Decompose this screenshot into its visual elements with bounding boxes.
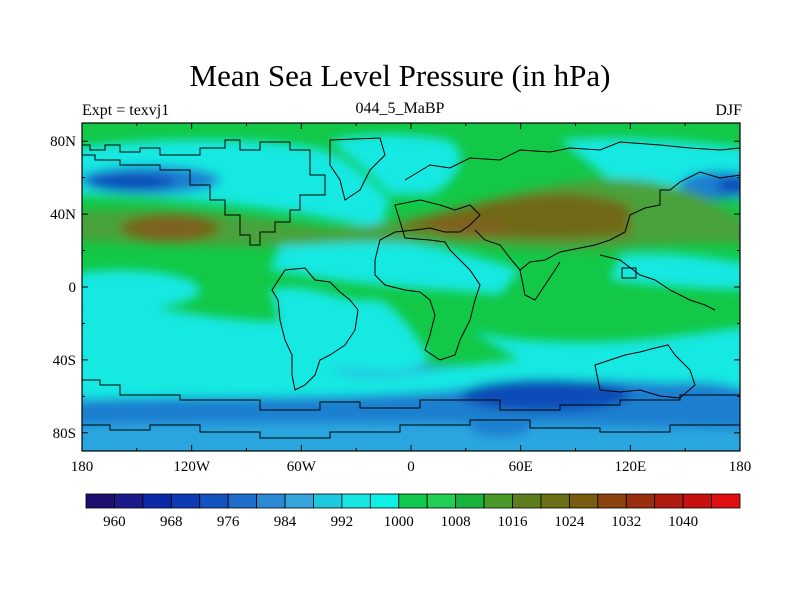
colorbar-swatch xyxy=(199,493,229,509)
x-tick-label: 120W xyxy=(173,459,211,475)
colorbar-swatch xyxy=(398,493,428,509)
colorbar-swatch xyxy=(256,493,286,509)
coast-antarctica xyxy=(82,379,740,411)
coast-india xyxy=(519,261,561,301)
colorbar-label: 960 xyxy=(103,514,126,530)
colorbar-label: 1016 xyxy=(498,514,529,530)
experiment-label: Expt = texvj1 xyxy=(82,102,170,119)
colorbar-swatch xyxy=(114,493,144,509)
field-eurasian-high-core xyxy=(430,219,510,237)
x-tick-label: 0 xyxy=(407,459,415,475)
colorbar-swatch xyxy=(341,493,371,509)
colorbar-swatch xyxy=(142,493,172,509)
colorbar-label: 1032 xyxy=(611,514,641,530)
colorbar: 960 968 976 984 992 1000 1008 1016 1024 1032 1040 xyxy=(85,493,741,530)
season-label: DJF xyxy=(715,102,742,119)
coast-south-america xyxy=(271,267,359,391)
y-tick-label: 80S xyxy=(53,426,76,442)
colorbar-swatch xyxy=(170,493,201,509)
pressure-field xyxy=(82,123,740,451)
colorbar-label: 1024 xyxy=(554,514,585,530)
field-pacific-high-core xyxy=(138,219,202,237)
colorbar-label: 1008 xyxy=(441,514,471,530)
colorbar-swatch xyxy=(625,493,656,509)
colorbar-label: 1040 xyxy=(668,514,698,530)
colorbar-swatch xyxy=(227,493,258,509)
colorbar-swatch xyxy=(284,493,314,509)
y-tick-label: 40N xyxy=(50,207,76,223)
colorbar-swatch xyxy=(483,493,513,509)
colorbar-swatch xyxy=(597,493,627,509)
coast-se-asia xyxy=(599,254,716,311)
field-west-pacific-cyan xyxy=(82,270,200,310)
field-antarctic-patch xyxy=(470,419,530,437)
colorbar-label: 984 xyxy=(274,514,297,530)
axes: 180 120W 60W 0 60E 120E 180 80N 40N 0 40S 80S xyxy=(50,123,751,475)
colorbar-swatch xyxy=(682,493,712,509)
field-east-tropical-cyan xyxy=(610,253,740,290)
x-tick-label: 120E xyxy=(614,459,646,475)
chart-title: Mean Sea Level Pressure (in hPa) xyxy=(189,58,611,93)
period-label: 044_5_MaBP xyxy=(355,100,445,117)
colorbar-swatch xyxy=(426,493,457,509)
y-tick-label: 80N xyxy=(50,134,76,150)
colorbar-swatch xyxy=(313,493,343,509)
field-south-atlantic-cyan xyxy=(270,287,430,372)
field-north-pacific-cyan xyxy=(82,139,390,230)
x-tick-label: 60W xyxy=(287,459,317,475)
colorbar-swatch xyxy=(654,493,684,509)
colorbar-swatch xyxy=(85,493,115,509)
colorbar-label: 1000 xyxy=(384,514,414,530)
x-tick-label: 180 xyxy=(729,459,752,475)
colorbar-swatch xyxy=(512,493,542,509)
coast-eurasia xyxy=(404,141,740,271)
field-southern-ocean-low xyxy=(460,379,630,411)
colorbar-swatch xyxy=(540,493,570,509)
colorbar-label: 968 xyxy=(160,514,183,530)
y-tick-label: 0 xyxy=(69,280,77,296)
field-south-pacific-cyan xyxy=(82,290,350,370)
field-north-atlantic-low xyxy=(680,171,740,199)
coast-north-america xyxy=(82,139,326,246)
field-tropical-cyan xyxy=(270,239,520,295)
colorbar-label: 976 xyxy=(217,514,240,530)
coast-australia xyxy=(594,344,696,399)
coast-japan xyxy=(621,267,637,279)
colorbar-swatch xyxy=(455,493,485,509)
colorbar-swatch xyxy=(369,493,400,509)
field-north-pacific-low-core xyxy=(85,174,175,190)
coast-europe-africa xyxy=(374,199,481,361)
coast-greenland xyxy=(329,137,386,201)
y-tick-label: 40S xyxy=(53,353,76,369)
x-tick-label: 60E xyxy=(509,459,533,475)
colorbar-label: 992 xyxy=(331,514,354,530)
colorbar-swatch xyxy=(568,493,599,509)
coastlines xyxy=(82,137,740,439)
coast-antarctica-inner xyxy=(82,419,740,439)
field-north-atlantic-cyan xyxy=(330,134,461,195)
colorbar-swatch xyxy=(711,493,741,509)
field-southern-low-small xyxy=(640,382,740,402)
x-tick-label: 180 xyxy=(71,459,94,475)
field-north-atlantic-low-core xyxy=(717,177,740,193)
